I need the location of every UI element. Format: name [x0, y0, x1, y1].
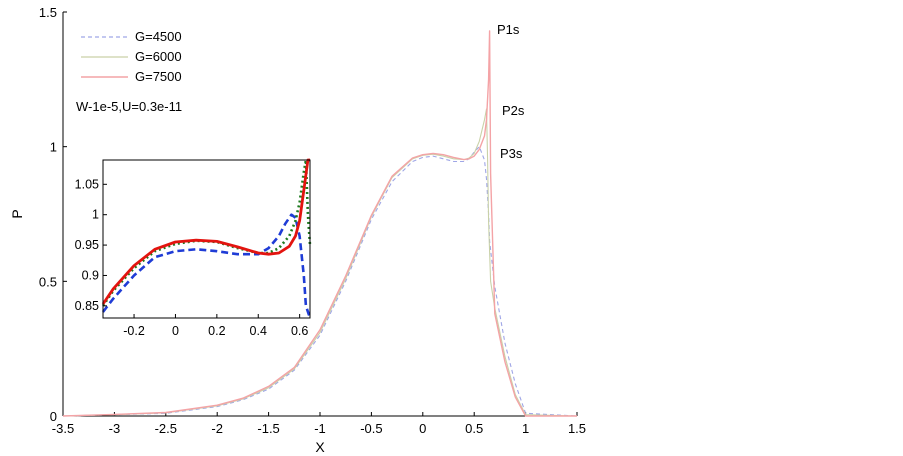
x-tick-label: 1.5: [568, 421, 586, 436]
x-tick-label: 0.5: [465, 421, 483, 436]
legend-label-g7500: G=7500: [135, 69, 182, 84]
series-line-g4500: [62, 146, 578, 417]
legend: G=4500 G=6000 G=7500: [81, 29, 182, 84]
inset-series-line-g4500: [101, 213, 312, 319]
inset-x-tick-label: -0.2: [123, 324, 145, 338]
inset-y-tick-label: 0.9: [82, 268, 99, 282]
peak-label-p2s: P2s: [502, 103, 525, 118]
x-axis-label: X: [315, 439, 325, 455]
series-lines: [62, 30, 578, 417]
inset-y-tick-label: 1: [92, 208, 99, 222]
x-tick-label: -1: [314, 421, 326, 436]
inset-y-tick-label: 1.05: [75, 177, 99, 191]
x-tick-label: 1: [522, 421, 529, 436]
x-ticks: -3.5 -3 -2.5 -2 -1.5 -1 -0.5 0 0.5 1 1.5: [52, 412, 586, 436]
y-tick-label: 1: [50, 140, 57, 155]
inset-x-tick-label: 0.6: [291, 324, 308, 338]
inset-x-tick-label: 0: [172, 324, 179, 338]
inset-x-ticks: -0.2 0 0.2 0.4 0.6: [123, 314, 308, 338]
x-tick-label: 0: [419, 421, 426, 436]
inset-y-ticks: 0.85 0.9 0.95 1 1.05: [75, 177, 107, 313]
x-tick-label: -3: [109, 421, 121, 436]
x-tick-label: -3.5: [52, 421, 74, 436]
x-tick-label: -0.5: [360, 421, 382, 436]
inset-y-tick-label: 0.95: [75, 238, 99, 252]
x-tick-label: -2.5: [155, 421, 177, 436]
x-tick-label: -1.5: [257, 421, 279, 436]
inset-x-tick-label: 0.4: [250, 324, 267, 338]
legend-label-g4500: G=4500: [135, 29, 182, 44]
peak-label-p3s: P3s: [500, 146, 523, 161]
inset-plot: -0.2 0 0.2 0.4 0.6 0.85 0.9 0.95 1 1.05: [75, 158, 312, 338]
series-line-g6000: [62, 108, 578, 417]
peak-label-p1s: P1s: [497, 22, 520, 37]
x-tick-label: -2: [211, 421, 223, 436]
inset-series-line-g7500: [101, 158, 310, 305]
parameter-annotation: W-1e-5,U=0.3e-11: [76, 99, 182, 114]
y-ticks: 0 0.5 1 1.5: [39, 5, 67, 424]
inset-series-line-g6000: [101, 158, 312, 307]
legend-label-g6000: G=6000: [135, 49, 182, 64]
inset-x-tick-label: 0.2: [208, 324, 225, 338]
series-line-g7500: [62, 30, 577, 417]
inset-frame: [102, 159, 311, 319]
y-tick-label: 1.5: [39, 5, 57, 20]
inset-series-lines: [101, 158, 312, 319]
y-axis-label: P: [9, 209, 25, 218]
y-tick-label: 0.5: [39, 274, 57, 289]
main-plot: -3.5 -3 -2.5 -2 -1.5 -1 -0.5 0 0.5 1 1.5 00.511.5 …: [9, 5, 586, 455]
inset-background: [103, 160, 310, 318]
y-tick-label: 0: [50, 409, 57, 424]
inset-y-tick-label: 0.85: [75, 299, 99, 313]
